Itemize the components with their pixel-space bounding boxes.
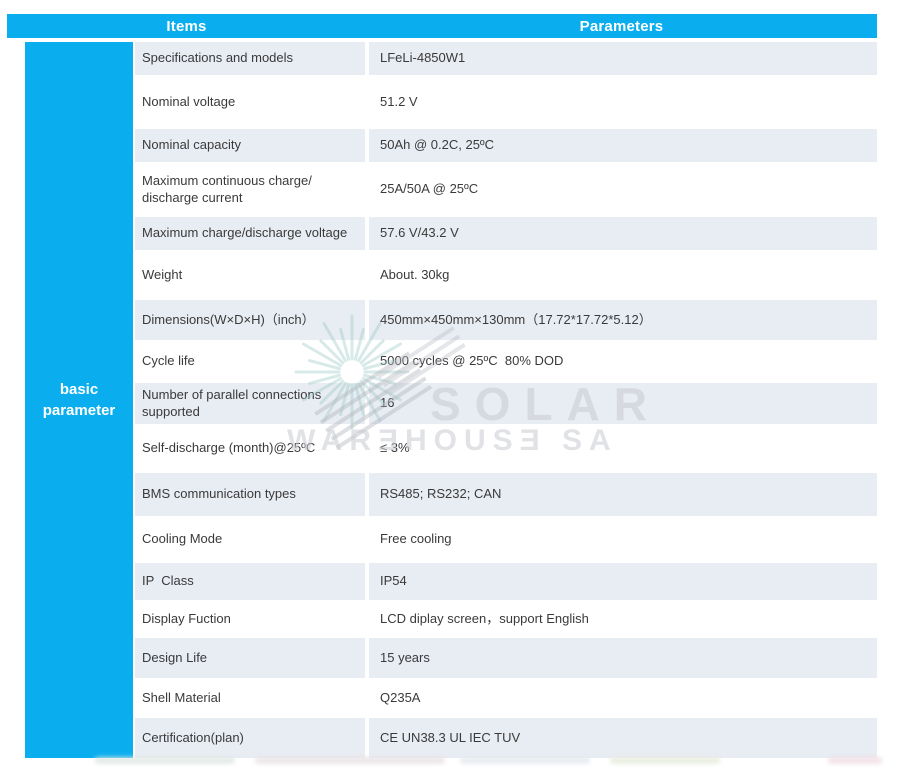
item-cell: Nominal capacity [135, 129, 365, 162]
value-cell: 16 [369, 383, 877, 424]
item-cell: BMS communication types [135, 473, 365, 516]
value-cell: IP54 [369, 563, 877, 600]
value-cell: 50Ah @ 0.2C, 25ºC [369, 129, 877, 162]
value-cell: Free cooling [369, 518, 877, 561]
item-cell: Self-discharge (month)@25ºC [135, 426, 365, 471]
table-body: basic parameter Specifications and model… [25, 42, 877, 758]
table-rows: Specifications and models LFeLi-4850W1 Nom… [135, 42, 877, 758]
table-row: BMS communication types RS485; RS232; CAN [135, 473, 877, 516]
table-row: IP Class IP54 [135, 563, 877, 600]
bottom-edge-artifacts [0, 757, 900, 767]
value-cell: RS485; RS232; CAN [369, 473, 877, 516]
value-cell: 25A/50A @ 25ºC [369, 164, 877, 215]
table-row: Display Fuction LCD diplay screen，support… [135, 602, 877, 636]
item-cell: Display Fuction [135, 602, 365, 636]
table-row: Specifications and models LFeLi-4850W1 [135, 42, 877, 75]
item-cell: Certification(plan) [135, 718, 365, 758]
item-cell: Cooling Mode [135, 518, 365, 561]
item-cell: Dimensions(W×D×H)（inch） [135, 300, 365, 340]
value-cell: LFeLi-4850W1 [369, 42, 877, 75]
table-row: Maximum charge/discharge voltage 57.6 V/4… [135, 217, 877, 250]
table-header: Items Parameters [7, 14, 877, 38]
value-cell: Q235A [369, 680, 877, 716]
table-row: Maximum continuous charge/ discharge cur… [135, 164, 877, 215]
parameters-column-header: Parameters [579, 17, 664, 35]
value-cell: 450mm×450mm×130mm（17.72*17.72*5.12） [369, 300, 877, 340]
value-cell: 15 years [369, 638, 877, 678]
item-cell: Maximum continuous charge/ discharge cur… [135, 164, 365, 215]
item-cell: Nominal voltage [135, 77, 365, 127]
table-row: Self-discharge (month)@25ºC ≤ 3% [135, 426, 877, 471]
table-row: Design Life 15 years [135, 638, 877, 678]
value-cell: ≤ 3% [369, 426, 877, 471]
table-row: Weight About. 30kg [135, 252, 877, 298]
table-row: Cooling Mode Free cooling [135, 518, 877, 561]
table-row: Nominal capacity 50Ah @ 0.2C, 25ºC [135, 129, 877, 162]
item-cell: Weight [135, 252, 365, 298]
item-cell: Design Life [135, 638, 365, 678]
item-cell: Cycle life [135, 342, 365, 381]
table-row: Nominal voltage 51.2 V [135, 77, 877, 127]
value-cell: 51.2 V [369, 77, 877, 127]
row-group-cell-basic-parameter: basic parameter [25, 42, 133, 758]
table-row: Certification(plan) CE UN38.3 UL IEC TUV [135, 718, 877, 758]
value-cell: 57.6 V/43.2 V [369, 217, 877, 250]
item-cell: Shell Material [135, 680, 365, 716]
item-cell: Number of parallel connections supported [135, 383, 365, 424]
item-cell: Maximum charge/discharge voltage [135, 217, 365, 250]
items-column-header: Items [166, 17, 207, 35]
table-row: Dimensions(W×D×H)（inch） 450mm×450mm×130mm… [135, 300, 877, 340]
table-row: Number of parallel connections supported… [135, 383, 877, 424]
value-cell: About. 30kg [369, 252, 877, 298]
value-cell: CE UN38.3 UL IEC TUV [369, 718, 877, 758]
value-cell: LCD diplay screen，support English [369, 602, 877, 636]
item-cell: Specifications and models [135, 42, 365, 75]
table-row: Shell Material Q235A [135, 680, 877, 716]
item-cell: IP Class [135, 563, 365, 600]
table-row: Cycle life 5000 cycles @ 25ºC 80% DOD [135, 342, 877, 381]
value-cell: 5000 cycles @ 25ºC 80% DOD [369, 342, 877, 381]
